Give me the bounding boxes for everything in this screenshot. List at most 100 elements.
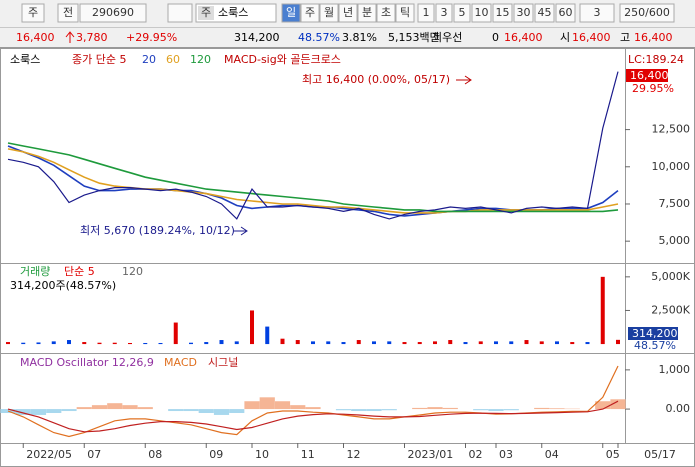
x-tick-label: 08 [148, 448, 162, 461]
period-select[interactable]: 주 [28, 6, 38, 19]
interval-button-box[interactable] [300, 3, 320, 23]
interval-button[interactable]: 초 [381, 6, 391, 19]
count-select[interactable]: 3 [594, 6, 601, 19]
volume-bar [616, 339, 620, 345]
volume-bar [600, 276, 605, 345]
volume-bar [311, 341, 315, 345]
oscillator-bar [61, 409, 77, 412]
name-prefix-box [198, 6, 214, 20]
volume-bar [570, 342, 575, 345]
x-tick-label: 04 [545, 448, 559, 461]
volume-bar [448, 340, 453, 345]
oscillator-bar [473, 409, 489, 411]
volume-bar [128, 342, 132, 345]
multiplier-button-box[interactable] [534, 3, 555, 23]
count-input-box[interactable] [619, 3, 675, 23]
quote-best-price: 16,400 [504, 31, 543, 44]
name[interactable]: 소룩스 [218, 6, 248, 19]
multiplier-button[interactable]: 5 [459, 6, 466, 19]
multiplier-button[interactable]: 10 [475, 6, 489, 19]
volume-rate-label: 48.57% [634, 339, 676, 352]
volume-bar [21, 342, 26, 345]
volume-bar [51, 341, 56, 345]
multiplier-button[interactable]: 60 [559, 6, 573, 19]
multiplier-button-box[interactable] [492, 3, 513, 23]
oscillator-bar [259, 397, 275, 410]
volume-bar [219, 340, 224, 345]
period-select-box[interactable] [21, 3, 45, 23]
quote-change: 3,780 [76, 31, 108, 44]
multiplier-button-box[interactable] [417, 3, 435, 23]
oscillator-bar [76, 407, 92, 410]
multiplier-button[interactable]: 15 [496, 6, 510, 19]
oscillator-bar [610, 399, 626, 410]
interval-button[interactable]: 분 [362, 6, 372, 19]
x-tick-label: 2022/05 [26, 448, 72, 461]
oscillator-bar [381, 409, 397, 411]
volume-bar [524, 340, 529, 345]
interval-button[interactable]: 월 [324, 6, 334, 19]
volume-bar [67, 340, 71, 345]
low-note: 최저 5,670 (189.24%, 10/12) [80, 224, 235, 237]
x-tick-label: 10 [255, 448, 269, 461]
oscillator-bar [198, 409, 214, 413]
multiplier-button-box[interactable] [471, 3, 492, 23]
price-legend-name: 소룩스 [10, 53, 40, 66]
interval-button-box[interactable] [281, 3, 301, 23]
multiplier-button[interactable]: 1 [423, 6, 430, 19]
interval-button[interactable]: 주 [305, 6, 315, 19]
interval-button-box[interactable] [376, 3, 396, 23]
lc-label: LC:189.24 [628, 53, 684, 66]
interval-button[interactable]: 일 [286, 5, 296, 19]
multiplier-button-box[interactable] [435, 3, 453, 23]
y-tick-label: 7,500 [659, 197, 691, 210]
multiplier-button[interactable]: 45 [538, 6, 552, 19]
multiplier-button[interactable]: 30 [517, 6, 531, 19]
legend-item: 120 [190, 53, 211, 66]
count-select-box[interactable] [579, 3, 615, 23]
prev-button[interactable]: 전 [63, 6, 73, 19]
quote-open-label: 시 [560, 31, 570, 44]
volume-bar [295, 340, 300, 345]
volume-bar [189, 342, 193, 345]
volume-bar [341, 342, 346, 345]
interval-button-box[interactable] [319, 3, 339, 23]
multiplier-button-box[interactable] [513, 3, 534, 23]
current-volume-box [628, 327, 678, 340]
multiplier-button[interactable]: 3 [441, 6, 448, 19]
oscillator-bar [168, 409, 184, 412]
code-input-box[interactable] [79, 3, 147, 23]
quote-high: 16,400 [634, 31, 673, 44]
interval-button[interactable]: 년 [343, 6, 353, 19]
oscillator-bar [30, 409, 47, 415]
quote-turnover: 3.81% [342, 31, 377, 44]
name-input[interactable] [195, 3, 277, 23]
volume-bar [585, 342, 590, 345]
chart-frame [0, 48, 695, 467]
code-input[interactable]: 290690 [92, 6, 134, 19]
quote-amount: 5,153백만 [388, 31, 440, 44]
multiplier-button-box[interactable] [453, 3, 471, 23]
interval-button-box[interactable] [395, 3, 415, 23]
interval-button-box[interactable] [357, 3, 377, 23]
multiplier-button-box[interactable] [555, 3, 576, 23]
y-tick-label: 1,000 [659, 363, 691, 376]
interval-button[interactable]: 틱 [400, 6, 410, 19]
sound-button[interactable] [167, 3, 193, 23]
quote-best: 0 [492, 31, 499, 44]
volume-ma2-label: 120 [122, 265, 143, 278]
volume-bar [372, 341, 376, 345]
x-tick-label: 2023/01 [408, 448, 454, 461]
oscillator-bar [351, 409, 367, 412]
volume-bar [539, 341, 544, 345]
y-tick-label: 10,000 [652, 160, 691, 173]
oscillator-bar [122, 405, 138, 410]
prev-button-box[interactable] [57, 3, 79, 23]
close-line [7, 71, 619, 220]
count-input[interactable]: 250/600 [624, 6, 670, 19]
x-tick-label: 02 [469, 448, 483, 461]
rate-label: 29.95% [632, 82, 674, 95]
quote-rate: +29.95% [126, 31, 177, 44]
interval-button-box[interactable] [338, 3, 358, 23]
volume-bar [280, 338, 285, 345]
